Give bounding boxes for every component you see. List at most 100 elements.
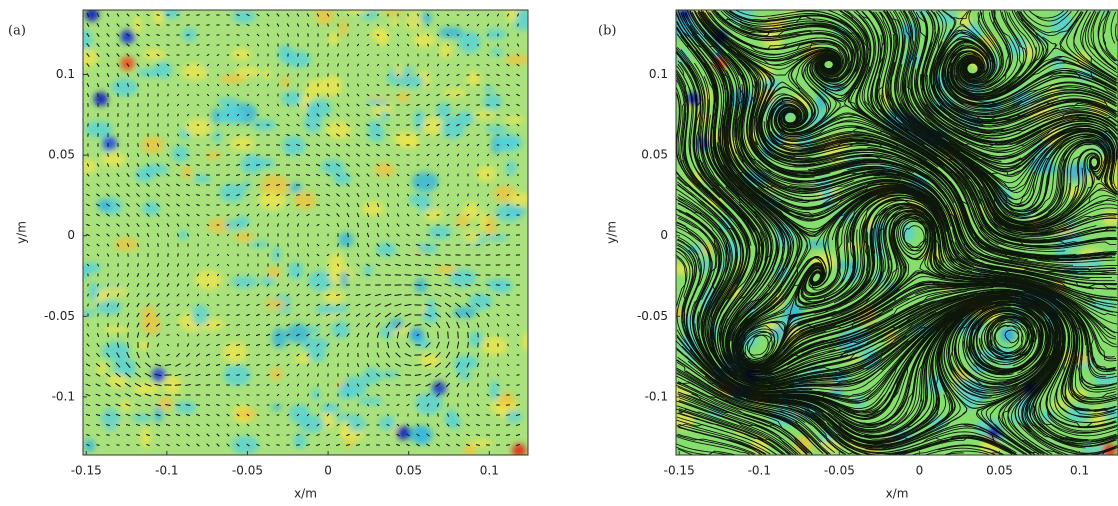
field-blob — [308, 270, 332, 291]
field-blob — [143, 49, 166, 60]
vector-arrow — [226, 395, 229, 396]
vector-arrow — [276, 175, 280, 176]
x-tick-label: 0.05 — [986, 464, 1013, 478]
vector-arrow — [435, 255, 440, 256]
vector-arrow — [148, 113, 149, 116]
vector-arrow — [88, 153, 89, 156]
vector-arrow — [438, 413, 439, 416]
field-blob — [315, 304, 342, 315]
vector-arrow — [405, 275, 412, 276]
y-tick-label: -0.1 — [645, 389, 668, 403]
x-tick-label: 0 — [916, 464, 924, 478]
field-blob — [1046, 165, 1058, 174]
field-spot — [94, 92, 108, 106]
x-tick-label: 0.1 — [1070, 464, 1089, 478]
vector-arrow — [186, 405, 191, 406]
field-blob — [467, 71, 481, 87]
vector-arrow — [448, 403, 449, 406]
vector-arrow — [396, 385, 401, 386]
vector-arrow — [156, 15, 159, 16]
vector-arrow — [486, 415, 490, 416]
field-blob — [378, 29, 388, 46]
field-blob — [193, 175, 212, 183]
field-blob — [413, 33, 436, 48]
vector-arrow — [196, 25, 199, 26]
vector-arrow — [188, 253, 189, 256]
field-blob — [503, 117, 525, 123]
field-blob — [323, 290, 344, 304]
vector-arrow — [477, 65, 480, 66]
field-blob — [142, 137, 164, 153]
vector-arrow — [206, 205, 209, 206]
field-blob — [231, 48, 251, 60]
x-tick-label: 0 — [324, 464, 332, 478]
y-tick-label: 0.1 — [56, 67, 75, 81]
field-blob — [440, 43, 453, 58]
vector-arrow — [478, 164, 479, 167]
vector-arrow — [476, 115, 479, 116]
vector-arrow — [455, 265, 461, 266]
field-blob — [379, 416, 397, 430]
field-blob — [454, 355, 479, 370]
field-blob — [282, 136, 305, 156]
vector-arrow — [415, 295, 422, 296]
field-blob — [495, 204, 523, 222]
vector-arrow — [415, 365, 422, 366]
panel: -0.15-0.1-0.0500.050.1-0.1-0.0500.050.1x… — [8, 1, 534, 501]
field-blob — [345, 439, 353, 448]
vector-arrow — [367, 425, 370, 426]
vector-arrow — [506, 215, 509, 216]
field-blob — [321, 403, 340, 413]
vector-arrow — [267, 125, 270, 126]
field-blob — [178, 230, 188, 239]
vector-arrow — [298, 53, 299, 56]
field-blob — [231, 276, 258, 288]
field-blob — [234, 232, 253, 242]
field-blob — [281, 76, 290, 88]
field-blob — [219, 183, 245, 201]
vector-arrow — [227, 295, 229, 296]
vector-arrow — [196, 165, 199, 166]
field-blob — [100, 409, 120, 431]
vector-arrow — [318, 394, 319, 397]
vector-arrow — [237, 45, 239, 46]
field-blob — [293, 433, 306, 449]
vector-arrow — [216, 145, 219, 146]
y-axis-label: y/m — [15, 221, 29, 244]
x-tick-label: -0.05 — [232, 464, 263, 478]
vector-arrow — [458, 332, 459, 339]
vector-arrow — [168, 94, 169, 97]
vector-arrow — [395, 275, 401, 276]
field-blob — [266, 267, 281, 277]
field-blob — [342, 376, 367, 397]
vector-arrow — [338, 254, 339, 257]
vector-arrow — [385, 275, 391, 276]
vector-arrow — [318, 384, 319, 387]
vector-arrow — [216, 155, 219, 156]
field-blob — [289, 404, 310, 423]
field-blob — [220, 104, 239, 120]
vector-arrow — [488, 353, 489, 357]
field-spot — [121, 56, 135, 70]
vector-arrow — [426, 225, 429, 226]
vector-arrow — [217, 295, 219, 296]
x-tick-label: -0.05 — [824, 464, 855, 478]
field-blob — [101, 152, 126, 166]
vector-arrow — [178, 253, 179, 256]
vector-arrow — [207, 315, 209, 316]
vector-arrow — [448, 174, 449, 177]
y-tick-label: 0.1 — [649, 67, 668, 81]
vector-arrow — [128, 263, 129, 266]
x-axis-label: x/m — [294, 487, 317, 501]
vector-arrow — [148, 342, 149, 347]
vector-arrow — [256, 155, 260, 156]
vector-arrow — [308, 264, 309, 267]
field-blob — [315, 7, 334, 24]
field-blob — [458, 372, 471, 380]
vector-arrow — [388, 64, 389, 66]
vector-arrow — [296, 445, 300, 446]
vector-arrow — [306, 185, 310, 186]
vector-arrow — [417, 155, 420, 156]
vector-arrow — [516, 385, 519, 386]
